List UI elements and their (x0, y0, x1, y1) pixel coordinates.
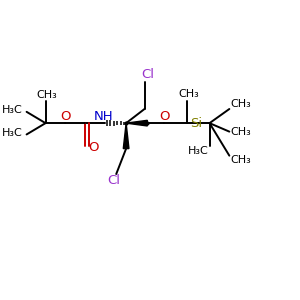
Text: Cl: Cl (107, 174, 121, 187)
Text: H₃C: H₃C (188, 146, 208, 156)
Text: NH: NH (93, 110, 113, 123)
Text: CH₃: CH₃ (231, 127, 251, 136)
Text: O: O (159, 110, 169, 123)
Text: CH₃: CH₃ (37, 90, 57, 100)
Text: O: O (60, 110, 70, 123)
Polygon shape (126, 120, 147, 126)
Text: CH₃: CH₃ (178, 89, 199, 99)
Text: Si: Si (190, 117, 202, 130)
Text: O: O (88, 141, 99, 154)
Text: CH₃: CH₃ (231, 155, 251, 165)
Text: CH₃: CH₃ (231, 99, 251, 109)
Text: H₃C: H₃C (2, 105, 22, 116)
Polygon shape (123, 123, 129, 148)
Text: Cl: Cl (141, 68, 154, 81)
Text: H₃C: H₃C (2, 128, 22, 138)
